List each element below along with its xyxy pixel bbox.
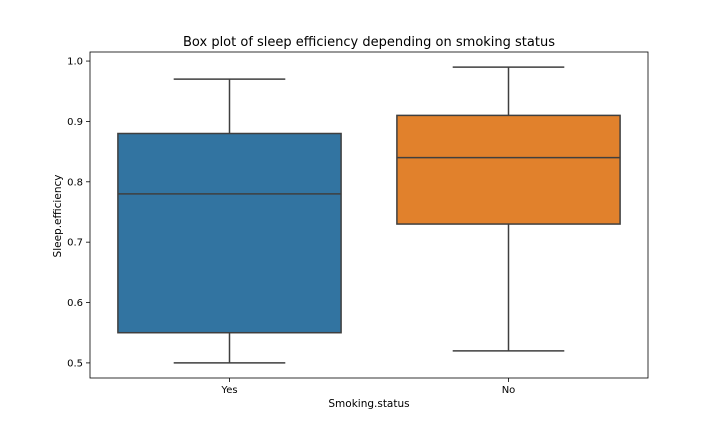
plot-frame (89, 51, 649, 379)
y-tick-label: 0.5 (67, 358, 83, 369)
x-tick-label: Yes (220, 385, 237, 396)
chart-title: Box plot of sleep efficiency depending o… (183, 35, 555, 50)
box-group-no (396, 66, 621, 352)
x-axis-ticks: Yes No (220, 378, 515, 396)
y-tick-label: 0.6 (67, 298, 83, 309)
x-tick-label: No (502, 385, 516, 396)
y-tick-label: 0.7 (67, 238, 83, 249)
box-iqr (117, 132, 342, 334)
plot-area (89, 51, 649, 379)
y-tick-label: 1.0 (67, 57, 83, 68)
box-iqr (396, 114, 621, 225)
y-axis-label: Sleep.efficiency (52, 175, 64, 258)
y-tick-label: 0.8 (67, 177, 83, 188)
y-tick-label: 0.9 (67, 117, 83, 128)
box-group-yes (117, 78, 342, 364)
y-axis-ticks: 0.5 0.6 0.7 0.8 0.9 1.0 (67, 57, 90, 369)
x-axis-label: Smoking.status (328, 398, 409, 410)
